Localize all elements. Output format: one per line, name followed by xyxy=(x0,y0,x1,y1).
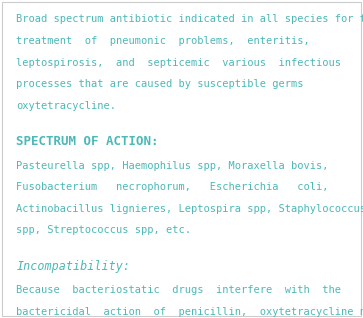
Text: oxytetracycline.: oxytetracycline. xyxy=(16,101,116,111)
Text: Incompatibility:: Incompatibility: xyxy=(16,260,130,273)
Text: Because  bacteriostatic  drugs  interfere  with  the: Because bacteriostatic drugs interfere w… xyxy=(16,285,341,295)
Text: Broad spectrum antibiotic indicated in all species for the: Broad spectrum antibiotic indicated in a… xyxy=(16,14,363,24)
Text: Pasteurella spp, Haemophilus spp, Moraxella bovis,: Pasteurella spp, Haemophilus spp, Moraxe… xyxy=(16,161,329,170)
FancyBboxPatch shape xyxy=(2,2,361,316)
Text: spp, Streptococcus spp, etc.: spp, Streptococcus spp, etc. xyxy=(16,225,191,235)
Text: bactericidal  action  of  penicillin,  oxytetracycline not: bactericidal action of penicillin, oxyte… xyxy=(16,307,363,317)
Text: Fusobacterium   necrophorum,   Escherichia   coli,: Fusobacterium necrophorum, Escherichia c… xyxy=(16,182,329,192)
Text: leptospirosis,  and  septicemic  various  infectious: leptospirosis, and septicemic various in… xyxy=(16,58,341,67)
Text: Actinobacillus lignieres, Leptospira spp, Staphylococcus: Actinobacillus lignieres, Leptospira spp… xyxy=(16,204,363,214)
Text: SPECTRUM OF ACTION:: SPECTRUM OF ACTION: xyxy=(16,135,159,148)
Text: treatment  of  pneumonic  problems,  enteritis,: treatment of pneumonic problems, enterit… xyxy=(16,36,310,46)
Text: processes that are caused by susceptible germs: processes that are caused by susceptible… xyxy=(16,79,304,89)
